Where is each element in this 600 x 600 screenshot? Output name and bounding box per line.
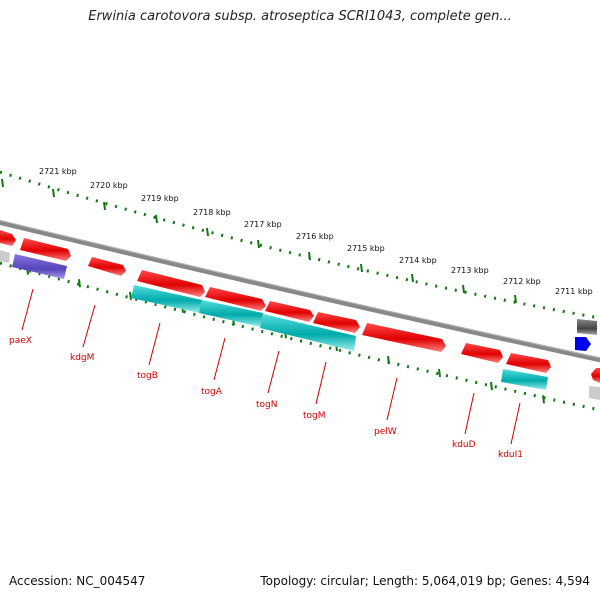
gene-leader-line: [21, 288, 34, 331]
gene-leader-line: [267, 350, 280, 394]
gene-leader-line: [315, 361, 327, 405]
major-tick: [411, 273, 414, 283]
gene-label[interactable]: togA: [201, 387, 223, 397]
gene-label[interactable]: kduI1: [498, 450, 523, 460]
gene-arrow[interactable]: [506, 353, 551, 373]
kbp-tick-label: 2719 kbp: [141, 194, 179, 203]
map-title: Erwinia carotovora subsp. atroseptica SC…: [88, 9, 512, 24]
topology-summary: Topology: circular; Length: 5,064,019 bp…: [260, 574, 590, 588]
inner-major-tick: [542, 395, 545, 404]
gene-arrow[interactable]: [575, 337, 591, 351]
gene-box[interactable]: [199, 300, 263, 327]
kbp-tick-label: 2716 kbp: [296, 232, 334, 241]
gene-box[interactable]: [260, 314, 356, 351]
kbp-tick-label: 2717 kbp: [244, 220, 282, 229]
gene-label[interactable]: togB: [137, 371, 158, 381]
kbp-tick-label: 2715 kbp: [347, 244, 385, 253]
gene-box[interactable]: [577, 319, 597, 335]
inner-ticks: [26, 266, 545, 404]
gene-box[interactable]: [501, 369, 548, 390]
major-tick: [462, 284, 465, 294]
major-tick: [206, 227, 209, 237]
inner-major-tick: [129, 291, 132, 300]
gene-leader-line: [464, 392, 475, 435]
gene-leader-line: [510, 402, 521, 445]
major-tick: [308, 251, 311, 261]
genome-backbone-highlight: [0, 219, 600, 359]
major-tick: [360, 263, 363, 273]
gene-leader-line: [82, 304, 96, 348]
kbp-tick-label: 2718 kbp: [193, 208, 231, 217]
kbp-tick-label: 2712 kbp: [503, 277, 541, 286]
gene-arrow[interactable]: [88, 257, 126, 276]
gene-box[interactable]: [0, 250, 10, 263]
major-tick: [514, 294, 517, 304]
genome-backbone: [0, 219, 600, 363]
accession-label: Accession: NC_004547: [9, 574, 146, 588]
outer-dotted-ring: [0, 170, 600, 320]
gene-leader-line: [148, 322, 161, 366]
gene-box[interactable]: [589, 386, 600, 400]
kbp-tick-label: 2711 kbp: [555, 287, 593, 296]
kbp-tick-label: 2721 kbp: [39, 167, 77, 176]
gene-label[interactable]: kduD: [452, 440, 476, 450]
inner-major-tick: [387, 355, 390, 365]
reverse-genes: [131, 285, 548, 390]
gene-label[interactable]: togN: [256, 400, 277, 410]
kbp-tick-label: 2713 kbp: [451, 266, 489, 275]
gene-leader-line: [386, 377, 398, 421]
major-tick: [103, 201, 106, 211]
inner-dotted-ring: [0, 261, 600, 412]
major-tick: [52, 188, 55, 198]
gene-box[interactable]: [12, 254, 67, 279]
gene-arrow[interactable]: [591, 368, 600, 383]
gene-box[interactable]: [131, 285, 202, 313]
gene-leader-line: [213, 337, 226, 381]
inner-major-tick: [438, 368, 441, 378]
gene-arrow[interactable]: [313, 312, 360, 333]
gene-label[interactable]: pelW: [374, 427, 397, 437]
gene-arrow[interactable]: [205, 287, 266, 311]
major-tick: [1, 178, 4, 188]
gene-arrow[interactable]: [461, 343, 503, 363]
gene-arrow[interactable]: [265, 301, 314, 322]
other-genes: [0, 250, 600, 400]
gene-arrow[interactable]: [20, 238, 71, 261]
inner-major-tick: [78, 279, 81, 288]
kbp-ticks: 2721 kbp 2720 kbp 2719 kbp 2718 kbp 2717 kbp…: [1, 167, 593, 304]
major-tick: [155, 214, 158, 224]
gene-label[interactable]: paeX: [9, 336, 32, 346]
gene-label[interactable]: kdgM: [70, 353, 94, 363]
inner-major-tick: [490, 382, 493, 391]
forward-genes: [0, 230, 600, 383]
kbp-tick-label: 2720 kbp: [90, 181, 128, 190]
kbp-tick-label: 2714 kbp: [399, 256, 437, 265]
gene-arrow[interactable]: [137, 270, 205, 297]
gene-label[interactable]: togM: [303, 411, 326, 421]
major-tick: [257, 239, 260, 249]
gene-arrow[interactable]: [362, 323, 446, 352]
gene-labels: paeX kdgM togB togA togN togM pelW kduD kduI1: [9, 288, 523, 460]
gene-arrow[interactable]: [0, 230, 16, 246]
outer-tick-ring: [0, 170, 600, 320]
